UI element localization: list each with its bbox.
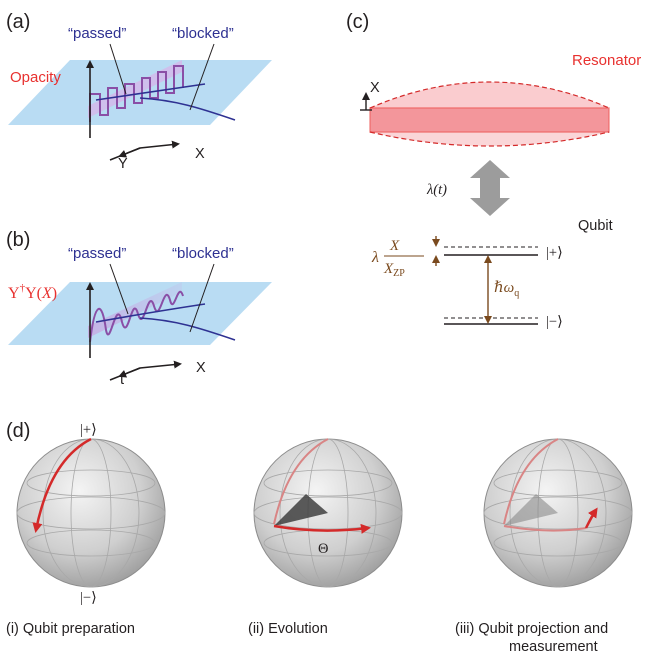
sphere-i-ket-minus: |−⟩ xyxy=(80,590,97,606)
panel-b-passed-path xyxy=(95,303,206,323)
svg-text:XZP: XZP xyxy=(383,261,405,279)
panel-b-upsilon-label: Υ†Υ(X) xyxy=(8,282,57,302)
panel-a-opacity-label: Opacity xyxy=(10,69,61,86)
bloch-sphere-iii xyxy=(483,438,633,588)
svg-text:X: X xyxy=(389,238,400,254)
svg-text:λ: λ xyxy=(371,249,379,266)
sphere-ii-evolution-arrow xyxy=(273,523,371,534)
panel-a-y-label: Y xyxy=(118,156,128,172)
bloch-sphere-ii: Θ xyxy=(253,438,403,588)
sphere-iii-projection-arrow xyxy=(584,507,598,529)
caption-ii: (ii) Evolution xyxy=(248,621,328,637)
sphere-iii-faded-evolution xyxy=(503,525,587,532)
panel-b-blocked-leader xyxy=(189,263,215,333)
panel-a-x-label: X xyxy=(195,146,205,162)
panel-d: (d) |+⟩ |−⟩ xyxy=(6,420,633,655)
shift-label: λ X XZP xyxy=(371,238,424,279)
sphere-iii-angle-wedge xyxy=(504,494,558,526)
panel-b-passed-leader xyxy=(109,263,129,315)
resonator-beam xyxy=(369,107,610,133)
resonator-upper-dash xyxy=(369,81,610,109)
caption-iii-line2: measurement xyxy=(509,639,598,655)
qubit-label: Qubit xyxy=(578,218,613,234)
panel-b-passed-label: “passed” xyxy=(68,245,126,262)
panel-b-plane xyxy=(8,282,272,345)
caption-iii-line1: (iii) Qubit projection and xyxy=(455,621,608,637)
panel-b-probability-sheet xyxy=(88,282,182,338)
resonator-label: Resonator xyxy=(572,52,641,69)
sphere-i-ket-plus: |+⟩ xyxy=(80,422,97,438)
panel-a-passed-leader xyxy=(109,43,127,95)
panel-b-blocked-label: “blocked” xyxy=(172,245,234,262)
panel-a-square-wave xyxy=(89,65,184,122)
panel-a-blocked-label: “blocked” xyxy=(172,25,234,42)
sphere-iii-grid xyxy=(483,438,633,588)
coupling-arrow xyxy=(470,160,510,216)
panel-a-blocked-leader xyxy=(189,43,215,111)
bloch-sphere-i: |+⟩ |−⟩ xyxy=(16,422,166,606)
caption-i: (i) Qubit preparation xyxy=(6,621,135,637)
resonator-lower-dash xyxy=(369,131,610,147)
panel-b-t-label: t xyxy=(120,372,124,388)
panel-c: (c) Resonator X λ(t) Qubit |+⟩ |−⟩ ℏωq λ… xyxy=(346,11,641,330)
panel-a-passed-label: “passed” xyxy=(68,25,126,42)
sphere-i-state-arrow xyxy=(32,437,92,533)
panel-b-label: (b) xyxy=(6,229,30,251)
coupling-lambda-label: λ(t) xyxy=(426,182,447,198)
panel-a-label: (a) xyxy=(6,11,30,33)
panel-a-passed-path xyxy=(95,83,206,101)
panel-a: (a) “passed” “blocked” Opacity Y X xyxy=(6,11,272,172)
resonator-x-label: X xyxy=(370,80,380,96)
panel-b-t-axis xyxy=(118,367,141,378)
panel-b-blocked-path xyxy=(139,317,236,341)
sphere-ii-theta-label: Θ xyxy=(318,541,328,557)
panel-c-label: (c) xyxy=(346,11,369,33)
sphere-ii-angle-wedge xyxy=(274,494,328,526)
sphere-ii-faded-arc xyxy=(273,438,329,525)
panel-a-blocked-path xyxy=(139,97,236,121)
ket-minus-c: |−⟩ xyxy=(546,314,563,330)
sphere-iii-faded-arc xyxy=(503,438,559,525)
panel-a-y-axis xyxy=(118,147,141,158)
panel-d-label: (d) xyxy=(6,420,30,442)
panel-b-x-label: X xyxy=(196,360,206,376)
energy-gap-label: ℏωq xyxy=(494,280,519,299)
panel-b: (b) “passed” “blocked” Υ†Υ(X) t X xyxy=(6,229,272,388)
ket-plus-c: |+⟩ xyxy=(546,245,563,261)
